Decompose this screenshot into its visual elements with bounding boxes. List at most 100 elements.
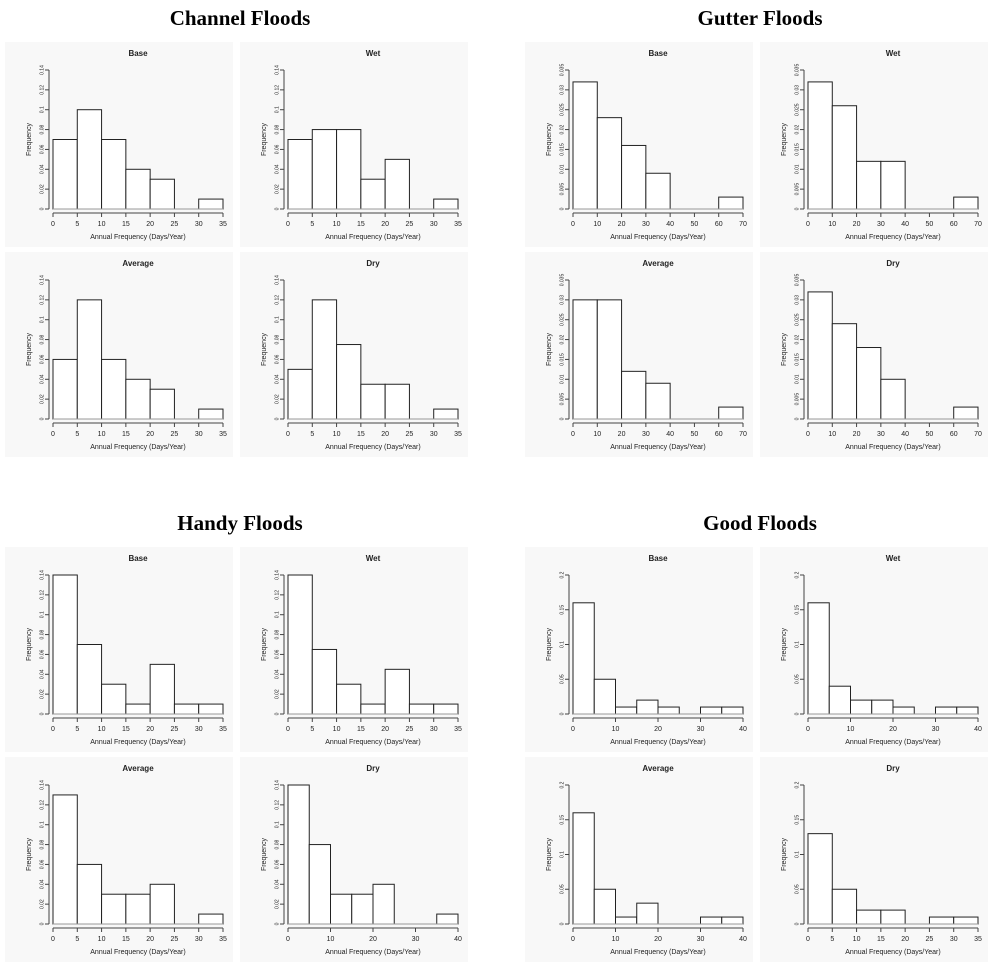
x-tick-label: 5 xyxy=(75,431,79,438)
x-tick-label: 35 xyxy=(454,431,462,438)
x-tick-label: 5 xyxy=(75,726,79,733)
y-axis-label: Frequency xyxy=(26,332,33,366)
x-tick-label: 10 xyxy=(593,221,601,228)
y-tick-label: 0.14 xyxy=(274,570,280,580)
y-tick-label: 0.15 xyxy=(559,815,565,825)
histogram-bar xyxy=(125,378,151,420)
y-tick-label: 0.08 xyxy=(39,334,45,344)
histogram-bar xyxy=(807,81,833,210)
histogram-bar xyxy=(593,678,616,715)
x-tick-label: 10 xyxy=(333,221,341,228)
y-tick-label: 0.08 xyxy=(274,839,280,849)
histogram-bar xyxy=(149,663,175,715)
x-tick-label: 0 xyxy=(571,221,575,228)
y-tick-label: 0.02 xyxy=(559,124,565,134)
histogram-bar xyxy=(384,383,410,420)
histogram-bar xyxy=(657,706,680,715)
x-tick-label: 35 xyxy=(219,936,227,943)
x-tick-label: 25 xyxy=(171,936,179,943)
y-tick-label: 0.03 xyxy=(559,295,565,305)
x-tick-label: 0 xyxy=(286,221,290,228)
y-tick-label: 0.06 xyxy=(274,144,280,154)
x-tick-label: 20 xyxy=(381,726,389,733)
x-tick-label: 70 xyxy=(739,221,747,228)
histogram-bar xyxy=(311,648,338,715)
y-tick-label: 0.12 xyxy=(274,295,280,305)
x-tick-label: 40 xyxy=(666,221,674,228)
histogram-bar xyxy=(645,172,671,210)
x-tick-label: 20 xyxy=(381,221,389,228)
y-tick-label: 0 xyxy=(274,922,280,925)
y-tick-label: 0.08 xyxy=(39,124,45,134)
panel-title: Base xyxy=(648,49,668,58)
histogram-bar xyxy=(828,685,851,715)
x-axis-label: Annual Frequency (Days/Year) xyxy=(325,444,420,451)
y-tick-label: 0 xyxy=(559,922,565,925)
y-axis-label: Frequency xyxy=(546,332,553,366)
histogram-bar xyxy=(198,913,224,925)
x-axis-label: Annual Frequency (Days/Year) xyxy=(90,739,185,746)
y-tick-label: 0 xyxy=(794,712,800,715)
y-tick-label: 0.1 xyxy=(274,611,280,618)
y-tick-label: 0.03 xyxy=(794,85,800,95)
histogram-bar xyxy=(721,706,744,715)
histogram-bar xyxy=(935,706,958,715)
histogram-bar xyxy=(76,299,103,420)
x-tick-label: 10 xyxy=(98,221,106,228)
x-tick-label: 30 xyxy=(877,221,885,228)
x-tick-label: 0 xyxy=(806,726,810,733)
histogram-bar xyxy=(76,863,103,925)
x-tick-label: 0 xyxy=(286,936,290,943)
section-title: Handy Floods xyxy=(177,511,302,535)
y-tick-label: 0.04 xyxy=(39,164,45,174)
x-tick-label: 20 xyxy=(654,936,662,943)
histogram-bar xyxy=(718,196,744,210)
x-tick-label: 50 xyxy=(926,221,934,228)
y-tick-label: 0.15 xyxy=(559,605,565,615)
histogram-bar xyxy=(596,299,623,420)
x-tick-label: 25 xyxy=(171,431,179,438)
x-tick-label: 20 xyxy=(889,726,897,733)
y-axis-label: Frequency xyxy=(26,837,33,871)
histogram-bar xyxy=(372,883,395,925)
x-tick-label: 20 xyxy=(369,936,377,943)
histogram-bar xyxy=(700,706,723,715)
y-tick-label: 0.12 xyxy=(274,800,280,810)
y-tick-label: 0.04 xyxy=(274,164,280,174)
x-tick-label: 15 xyxy=(357,431,365,438)
x-tick-label: 70 xyxy=(739,431,747,438)
histogram-bar xyxy=(807,602,830,715)
y-tick-label: 0.08 xyxy=(274,334,280,344)
x-axis-label: Annual Frequency (Days/Year) xyxy=(325,739,420,746)
section-title: Gutter Floods xyxy=(697,6,822,30)
y-axis-label: Frequency xyxy=(261,332,268,366)
x-tick-label: 25 xyxy=(171,726,179,733)
histogram-bar xyxy=(360,178,386,210)
histogram-bar xyxy=(287,574,313,715)
x-tick-label: 0 xyxy=(806,936,810,943)
panel-title: Base xyxy=(648,554,668,563)
panel-title: Base xyxy=(128,554,148,563)
x-axis-label: Annual Frequency (Days/Year) xyxy=(845,739,940,746)
histogram-bar xyxy=(101,358,127,420)
histogram-bar xyxy=(871,699,894,715)
y-tick-label: 0 xyxy=(39,712,45,715)
x-tick-label: 40 xyxy=(901,221,909,228)
histogram-bar xyxy=(892,706,915,715)
x-axis-label: Annual Frequency (Days/Year) xyxy=(90,949,185,956)
histogram-bar xyxy=(621,144,647,210)
x-tick-label: 25 xyxy=(406,726,414,733)
y-tick-label: 0.1 xyxy=(39,316,45,323)
x-tick-label: 40 xyxy=(666,431,674,438)
x-axis-label: Annual Frequency (Days/Year) xyxy=(610,949,705,956)
x-tick-label: 0 xyxy=(571,726,575,733)
panel-title: Wet xyxy=(366,49,381,58)
y-tick-label: 0.14 xyxy=(39,275,45,285)
histogram-bar xyxy=(308,844,331,925)
y-tick-label: 0.02 xyxy=(559,334,565,344)
x-tick-label: 5 xyxy=(830,936,834,943)
histogram-bar xyxy=(880,909,906,925)
panel-title: Dry xyxy=(886,259,900,268)
y-tick-label: 0.04 xyxy=(274,669,280,679)
histogram-bar xyxy=(433,408,459,420)
